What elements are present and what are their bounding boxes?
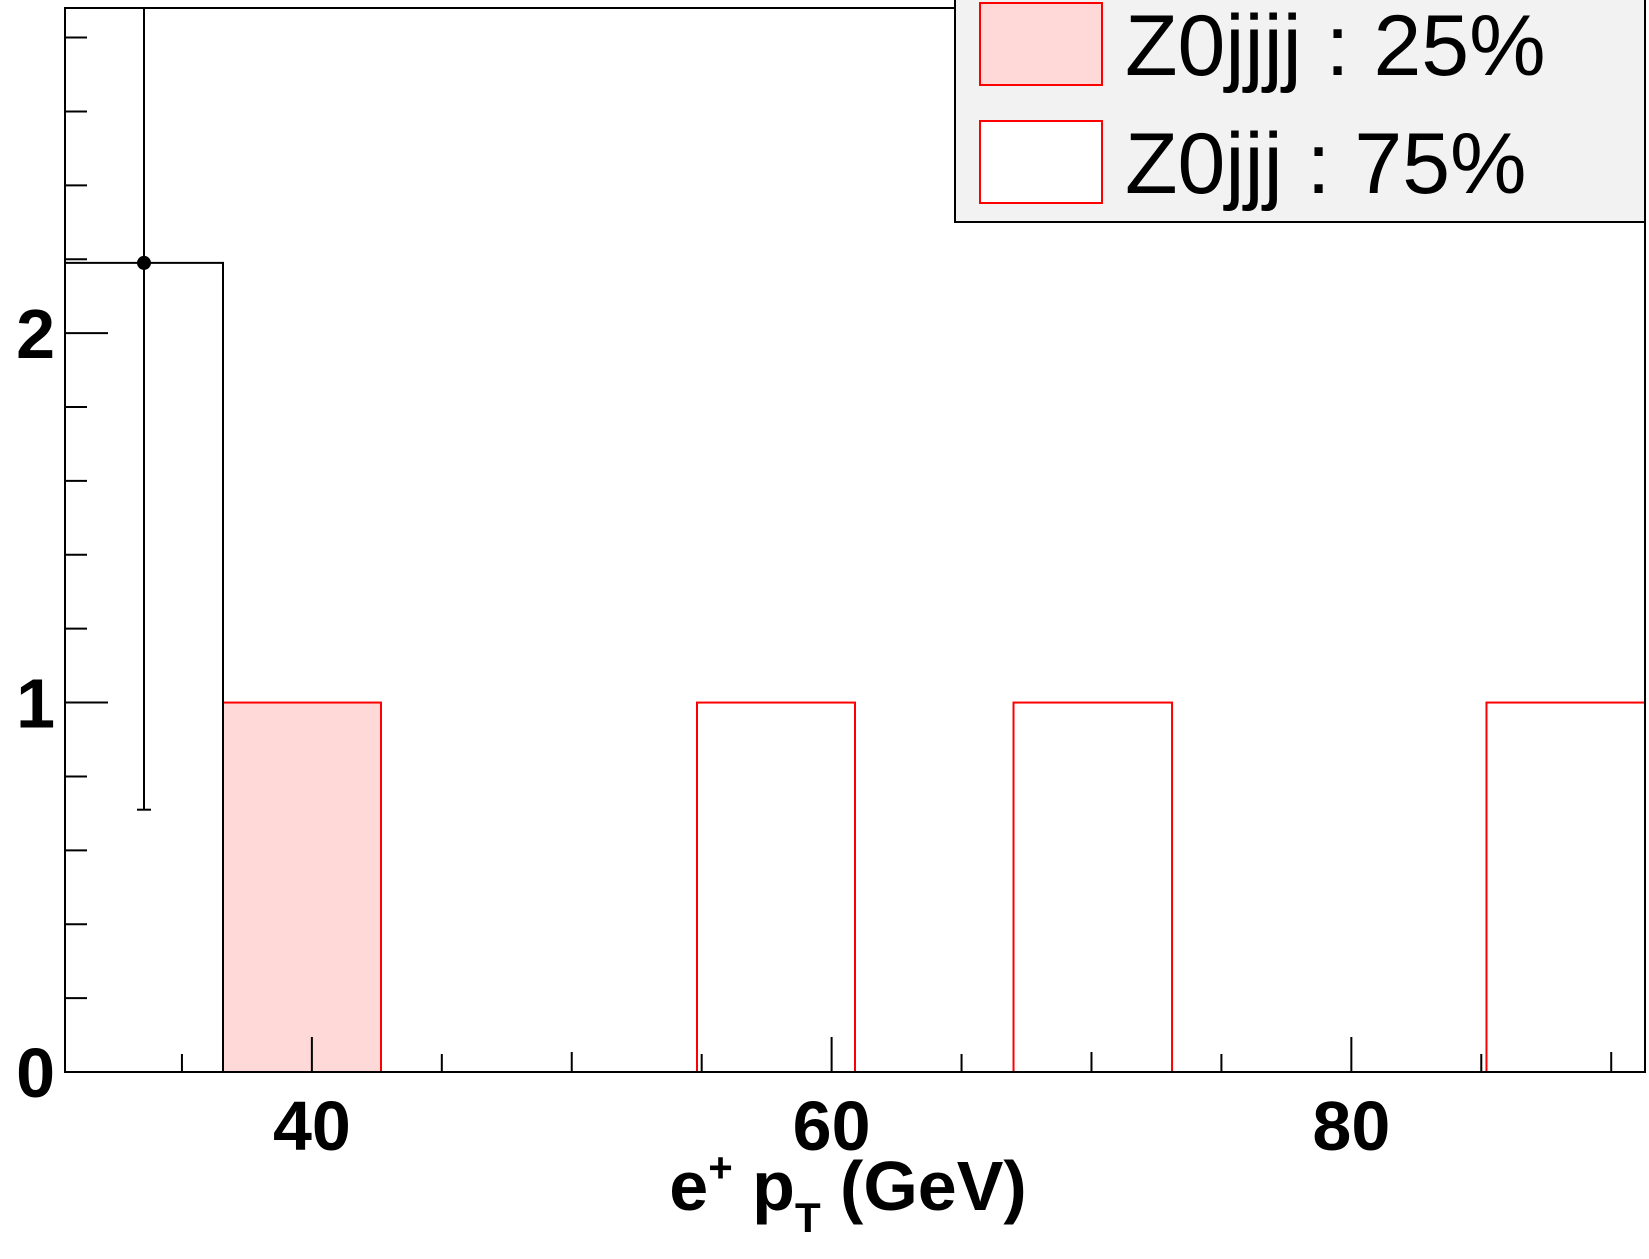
x-tick-label-80: 80 [1312,1087,1390,1165]
series-2-bar-2 [1012,701,1174,1073]
legend-swatch-2 [979,120,1103,204]
series-1-bar-1 [222,701,382,1073]
y-tick-label-1: 1 [16,665,55,743]
x-axis-title: e+ pT (GeV) [669,1144,1026,1241]
data-point-1 [137,255,151,270]
axes: 40 60 80 0 1 2 [16,7,1646,1165]
series-2-bar-1 [696,701,856,1073]
plot-frame [64,7,1646,1073]
x-tick-label-40: 40 [273,1087,351,1165]
data-hist-bar-1 [65,261,224,1072]
legend: Z0jjjj : 25% Z0jjj : 75% [954,0,1646,223]
y-tick-label-2: 2 [16,295,55,373]
y-tick-label-0: 0 [16,1034,55,1112]
series-2-bar-3 [1485,701,1646,1073]
legend-swatch-1 [979,2,1103,86]
legend-label-1: Z0jjjj : 25% [1125,0,1546,94]
legend-label-2: Z0jjj : 75% [1125,116,1527,212]
x-tick-label-60: 60 [793,1087,871,1165]
plot-area [65,8,1646,1073]
